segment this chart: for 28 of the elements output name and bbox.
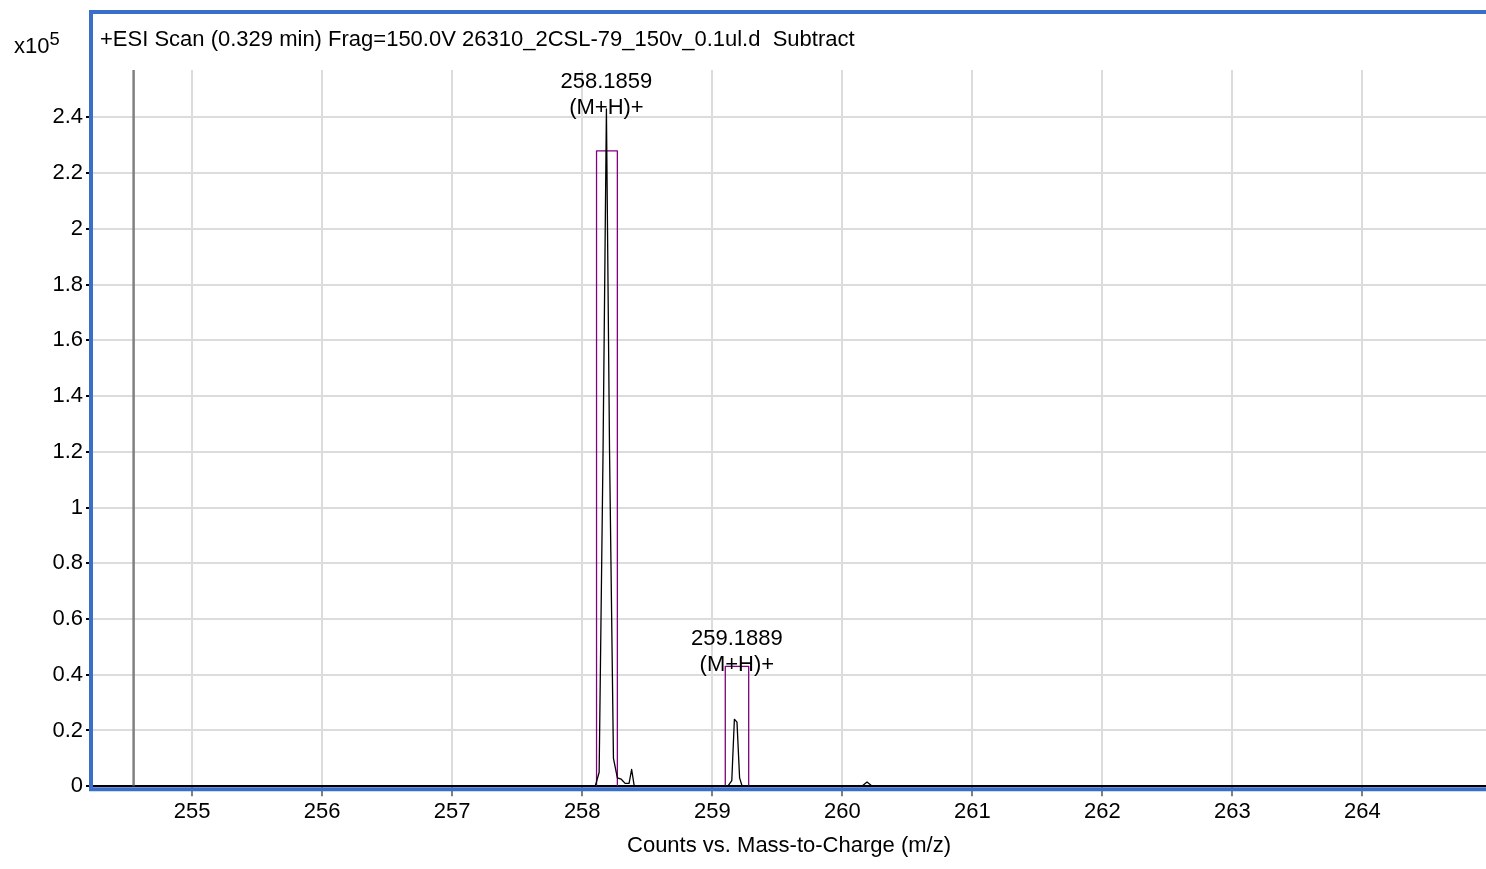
y-tick-label: 2: [70, 214, 83, 240]
x-axis-title: Counts vs. Mass-to-Charge (m/z): [627, 831, 951, 857]
x-tick-label: 262: [1084, 798, 1121, 824]
x-tick-label: 264: [1344, 798, 1381, 824]
x-tick-label: 261: [953, 798, 991, 824]
y-tick-label: 0.6: [52, 605, 83, 631]
y-tick-label: 0.4: [52, 660, 83, 686]
y-tick-label: 2.2: [52, 159, 83, 185]
annotation: 258.1859 (M+H)+: [560, 68, 653, 120]
y-tick-label: 2.4: [52, 103, 83, 129]
x-tick-label: 258: [563, 798, 601, 824]
x-tick-label: 259: [693, 798, 731, 824]
y-tick-label: 0.2: [52, 716, 83, 742]
x-tick-label: 255: [173, 798, 211, 824]
x-tick-label: 257: [433, 798, 471, 824]
y-tick-label: 1.8: [52, 270, 83, 296]
y-tick-label: 1.6: [52, 326, 83, 352]
annotation: 259.1889 (M+H)+: [690, 625, 783, 677]
x-tick-label: 260: [823, 798, 861, 824]
y-tick-label: 1.2: [52, 437, 83, 463]
y-axis-title: x10$^{5}$: [14, 28, 60, 60]
y-tick-label: 0.8: [52, 549, 83, 575]
y-tick-label: 1.4: [52, 382, 83, 408]
y-tick-label: 0: [70, 772, 83, 798]
y-tick-label: 1: [70, 493, 83, 519]
x-tick-label: 256: [303, 798, 341, 824]
chart-title: +ESI Scan (0.329 min) Frag=150.0V 26310_2CSL-79_150v_0.1ul.d Subtract: [100, 26, 855, 52]
x-tick-label: 263: [1214, 798, 1251, 824]
